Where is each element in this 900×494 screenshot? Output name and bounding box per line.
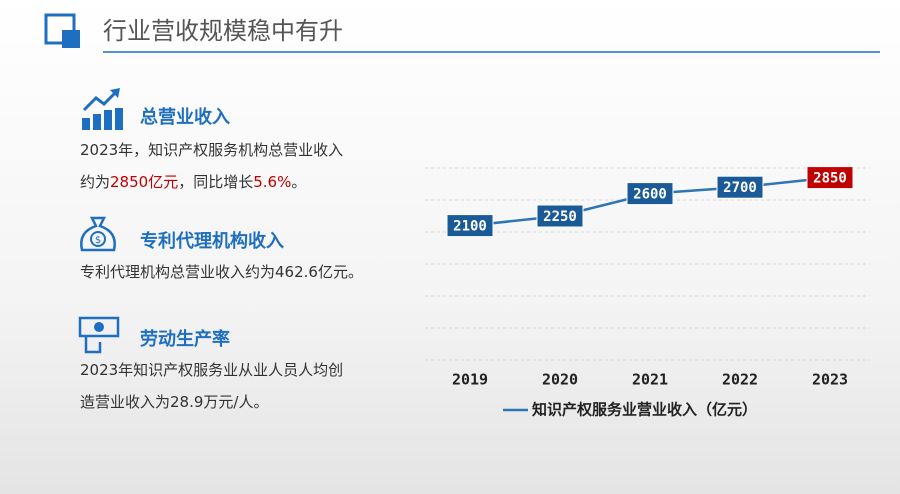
data-label: 2600: [633, 187, 667, 203]
text-run: 2850亿元: [110, 173, 178, 191]
text-run: ，同比增长: [178, 173, 253, 191]
data-label: 2700: [723, 180, 757, 196]
text-run: 2023年知识产权服务业从业人员人均创: [80, 361, 343, 379]
section-text: 专利代理机构总营业收入约为462.6亿元。: [80, 263, 363, 281]
section-heading: 总营业收入: [140, 106, 230, 128]
data-label-box: [626, 182, 674, 206]
section-text: 2023年，知识产权服务机构总营业收入: [80, 141, 343, 159]
x-tick-label: 2022: [722, 371, 758, 389]
x-tick-label: 2019: [452, 371, 488, 389]
text-run: 。: [291, 173, 306, 191]
title-icon: [62, 30, 80, 48]
x-tick-label: 2021: [632, 371, 668, 389]
data-label: 2850: [813, 171, 847, 187]
data-label: 2100: [453, 219, 487, 235]
legend-label: 知识产权服务业营业收入（亿元）: [532, 401, 757, 419]
text-run: 5.6%: [253, 173, 291, 191]
icon-glyph: $: [95, 235, 101, 246]
section-text: 约为2850亿元，同比增长5.6%。: [80, 173, 306, 191]
data-label-box: [716, 175, 764, 199]
title-icon: [44, 13, 76, 45]
section-heading: 劳动生产率: [140, 328, 230, 350]
section-text: 2023年知识产权服务业从业人员人均创: [80, 361, 343, 379]
text-run: 造营业收入为28.9万元/人。: [80, 393, 268, 411]
data-label-box: [806, 166, 854, 190]
section-heading: 专利代理机构收入: [140, 230, 284, 252]
x-tick-label: 2020: [542, 371, 578, 389]
data-label: 2250: [543, 209, 577, 225]
cash-hand-icon: [78, 316, 120, 354]
money-bag-icon: $: [80, 216, 116, 252]
section-text: 造营业收入为28.9万元/人。: [80, 393, 268, 411]
data-label-box: [446, 214, 494, 238]
revenue-icon: [82, 88, 123, 130]
text-run: 专利代理机构总营业收入约为462.6亿元。: [80, 263, 363, 281]
x-tick-label: 2023: [812, 371, 848, 389]
text-run: 2023年，知识产权服务机构总营业收入: [80, 141, 343, 159]
slide-title: 行业营收规模稳中有升: [103, 17, 343, 45]
data-label-box: [536, 204, 584, 228]
text-run: 约为: [80, 173, 110, 191]
